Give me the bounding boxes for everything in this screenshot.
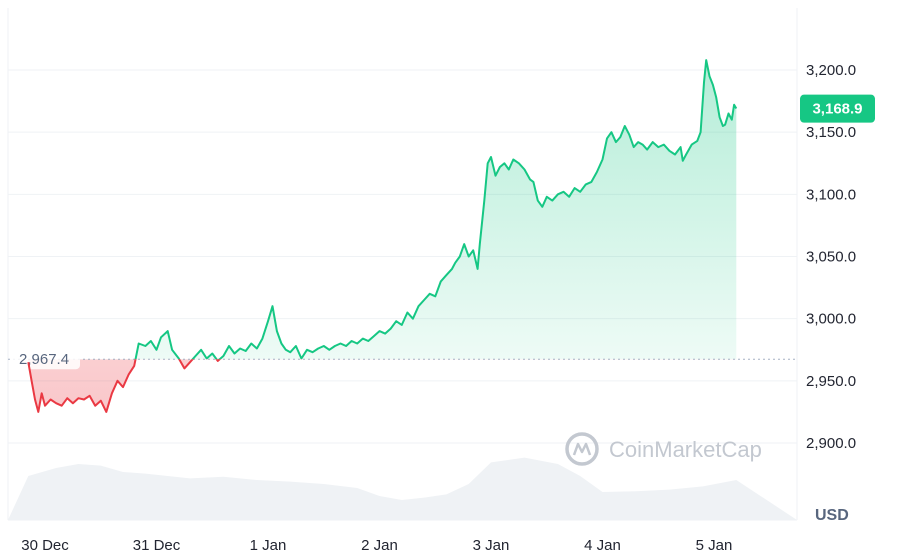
x-tick-label: 5 Jan bbox=[696, 537, 733, 554]
price-area bbox=[28, 60, 737, 412]
watermark-text: CoinMarketCap bbox=[609, 437, 762, 462]
y-tick-label: 2,900.0 bbox=[806, 435, 856, 452]
axes: 3,200.0 3,150.0 3,100.0 3,050.0 3,000.0 2,950… bbox=[21, 62, 856, 554]
area-fill-below bbox=[28, 359, 737, 412]
x-tick-label: 30 Dec bbox=[21, 537, 69, 554]
y-tick-label: 3,050.0 bbox=[806, 249, 856, 266]
x-tick-label: 4 Jan bbox=[584, 537, 621, 554]
price-line-up bbox=[134, 59, 738, 360]
gridlines bbox=[7, 8, 798, 521]
x-tick-label: 31 Dec bbox=[133, 537, 181, 554]
unit-label: USD bbox=[815, 507, 849, 524]
current-price-label: 3,168.9 bbox=[812, 101, 862, 118]
x-tick-label: 2 Jan bbox=[361, 537, 398, 554]
y-tick-label: 2,950.0 bbox=[806, 373, 856, 390]
price-line bbox=[27, 59, 738, 413]
y-tick-label: 3,100.0 bbox=[806, 186, 856, 203]
y-tick-label: 3,000.0 bbox=[806, 311, 856, 328]
y-tick-label: 3,200.0 bbox=[806, 62, 856, 79]
current-price-badge bbox=[800, 94, 875, 123]
watermark: CoinMarketCap bbox=[565, 432, 762, 466]
x-tick-label: 1 Jan bbox=[250, 537, 287, 554]
volume-shape bbox=[8, 457, 797, 520]
reference-label: 2,967.4 bbox=[19, 351, 69, 368]
volume-area bbox=[8, 457, 797, 520]
y-tick-label: 3,150.0 bbox=[806, 124, 856, 141]
area-fill-above bbox=[135, 60, 737, 360]
x-tick-label: 3 Jan bbox=[473, 537, 510, 554]
coinmarketcap-logo-icon bbox=[565, 432, 599, 466]
current-price-tag: 3,168.9 bbox=[800, 94, 875, 123]
